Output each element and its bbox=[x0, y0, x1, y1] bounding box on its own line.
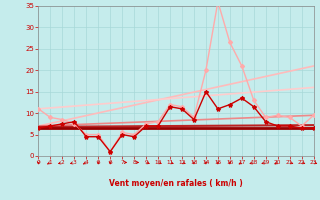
X-axis label: Vent moyen/en rafales ( km/h ): Vent moyen/en rafales ( km/h ) bbox=[109, 179, 243, 188]
